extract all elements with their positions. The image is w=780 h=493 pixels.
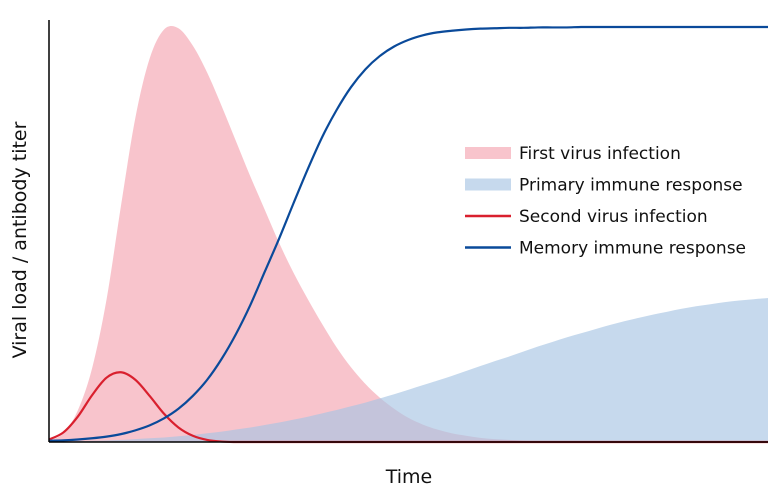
legend-label-memory-immune-response: Memory immune response bbox=[519, 239, 746, 259]
area-primary-immune-response bbox=[49, 298, 768, 442]
area-first-virus-infection bbox=[49, 25, 768, 443]
plot-series bbox=[48, 25, 768, 444]
legend: First virus infection Primary immune resp… bbox=[465, 144, 746, 259]
x-axis-label: Time bbox=[385, 466, 433, 488]
legend-swatch-first-virus-infection bbox=[465, 147, 511, 159]
legend-label-second-virus-infection: Second virus infection bbox=[519, 207, 708, 227]
legend-swatch-primary-immune-response bbox=[465, 178, 511, 191]
legend-label-primary-immune-response: Primary immune response bbox=[519, 176, 743, 196]
line-memory-immune-response bbox=[48, 25, 768, 442]
legend-label-first-virus-infection: First virus infection bbox=[519, 144, 681, 164]
y-axis-label: Viral load / antibody titer bbox=[9, 121, 31, 358]
